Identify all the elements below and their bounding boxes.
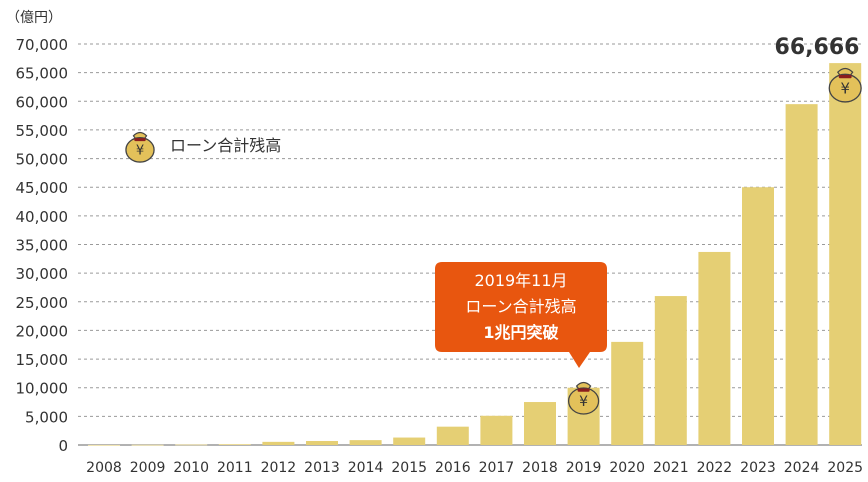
bar-2012 [262, 441, 295, 445]
final-value-label: 66,666 [775, 35, 860, 60]
bar-2017 [480, 415, 513, 445]
y-tick-label: 45,000 [16, 179, 69, 197]
bar-2020 [611, 341, 644, 445]
bar-2018 [524, 402, 556, 445]
bars [88, 63, 862, 446]
y-tick-label: 70,000 [16, 36, 69, 54]
x-tick-label: 2011 [217, 460, 253, 476]
x-tick-label: 2020 [609, 460, 645, 476]
x-tick-label: 2021 [653, 460, 689, 476]
y-tick-label: 65,000 [16, 65, 69, 83]
bar-2015 [393, 437, 426, 445]
y-tick-label: 5,000 [25, 408, 68, 426]
x-tick-label: 2019 [566, 460, 602, 476]
x-tick-label: 2013 [304, 460, 340, 476]
bag-body [828, 73, 862, 103]
callout-line-3: 1兆円突破 [483, 323, 558, 342]
x-tick-label: 2018 [522, 460, 558, 476]
bag-tie [577, 388, 590, 392]
y-tick-label: 35,000 [16, 237, 69, 255]
x-tick-label: 2015 [391, 460, 427, 476]
legend-label: ローン合計残高 [170, 136, 281, 155]
callout-bubble [435, 262, 607, 368]
bar-2025 [829, 63, 862, 445]
bar-2009 [131, 444, 164, 446]
bar-2022 [698, 251, 731, 445]
y-tick-label: 0 [58, 437, 68, 455]
bag-body [567, 387, 600, 415]
y-axis-unit-label: （億円） [6, 10, 62, 26]
bar-2011 [218, 444, 251, 445]
money-bag-yen-icon: ¥ [567, 381, 600, 415]
yen-glyph: ¥ [136, 144, 144, 159]
x-tick-label: 2024 [784, 460, 820, 476]
x-axis-ticks: 2008 2009 2010 2011 2012 2013 2014 2015 2016 2017… [86, 460, 863, 476]
y-tick-label: 55,000 [16, 122, 69, 140]
money-bag-yen-icon: ¥ [125, 131, 155, 163]
x-tick-label: 2014 [348, 460, 384, 476]
money-bag-yen-icon: ¥ [828, 67, 862, 103]
callout-2019: 2019年11月 ローン合計残高 1兆円突破 ¥ [435, 262, 607, 415]
bag-tie [134, 138, 146, 142]
bar-2024 [785, 104, 818, 446]
y-tick-label: 60,000 [16, 93, 69, 111]
y-tick-label: 30,000 [16, 265, 69, 283]
y-tick-label: 10,000 [16, 380, 69, 398]
y-tick-label: 25,000 [16, 294, 69, 312]
yen-glyph: ¥ [840, 79, 849, 97]
y-tick-label: 20,000 [16, 322, 69, 340]
y-tick-label: 50,000 [16, 151, 69, 169]
x-tick-label: 2009 [130, 460, 166, 476]
bar-2016 [436, 426, 469, 445]
callout-line-1: 2019年11月 [474, 271, 567, 290]
x-tick-label: 2016 [435, 460, 471, 476]
final-value-annotation: 66,666 ¥ [775, 35, 862, 103]
x-tick-label: 2025 [827, 460, 863, 476]
bar-2008 [88, 444, 120, 446]
x-tick-label: 2023 [740, 460, 776, 476]
y-axis-ticks: 70,000 65,000 60,000 55,000 50,000 45,000 40,0… [16, 36, 69, 455]
legend: ¥ ローン合計残高 [125, 131, 281, 163]
y-tick-label: 15,000 [16, 351, 69, 369]
bar-2010 [175, 444, 208, 446]
x-tick-label: 2022 [697, 460, 733, 476]
bar-2013 [306, 440, 338, 445]
yen-glyph: ¥ [579, 394, 588, 410]
x-tick-label: 2017 [479, 460, 515, 476]
bag-tie [838, 74, 852, 79]
callout-line-2: ローン合計残高 [465, 297, 576, 316]
bar-2023 [742, 187, 774, 445]
x-tick-label: 2012 [261, 460, 297, 476]
bag-body [125, 137, 155, 163]
x-tick-label: 2010 [173, 460, 209, 476]
y-tick-label: 40,000 [16, 208, 69, 226]
bar-2014 [349, 440, 382, 445]
x-tick-label: 2008 [86, 460, 122, 476]
bar-2021 [654, 296, 687, 445]
